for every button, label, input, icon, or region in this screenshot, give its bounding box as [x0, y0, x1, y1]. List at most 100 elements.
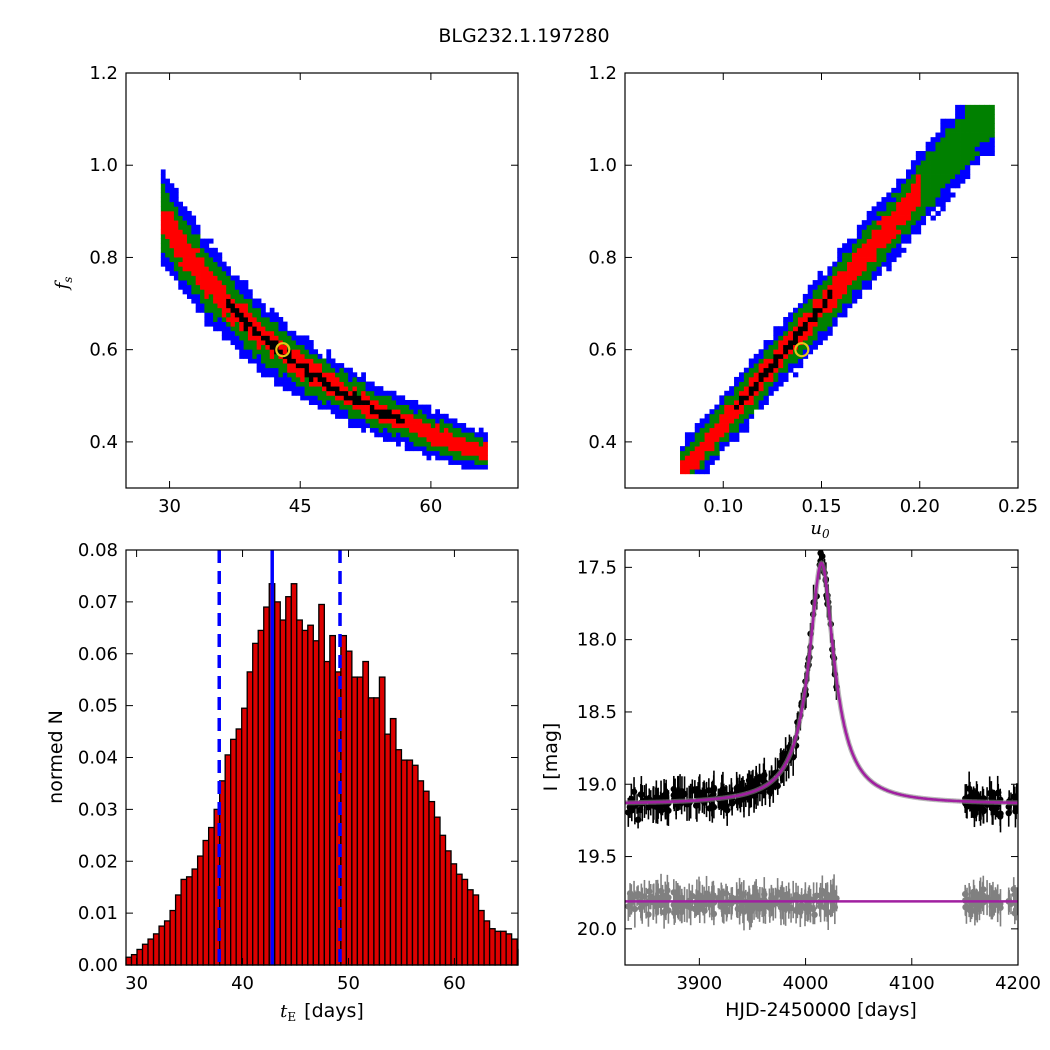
cell-1-sigma	[274, 335, 279, 341]
cell-3-sigma	[409, 441, 414, 447]
cell-3-sigma	[261, 307, 266, 313]
cell-1-sigma	[743, 399, 750, 405]
cell-3-sigma	[239, 349, 244, 355]
cell-1-sigma	[295, 367, 301, 373]
cell-2-sigma	[955, 141, 961, 147]
cell-1-sigma	[866, 247, 873, 253]
cell-3-sigma	[356, 418, 362, 424]
cell-peak	[239, 316, 244, 322]
cell-3-sigma	[291, 390, 297, 396]
cell-2-sigma	[758, 358, 764, 364]
cell-2-sigma	[304, 381, 310, 387]
cell-2-sigma	[955, 169, 961, 175]
data-point	[980, 807, 987, 815]
cell-3-sigma	[704, 418, 710, 424]
cell-2-sigma	[738, 418, 745, 424]
cell-peak	[391, 413, 397, 419]
cell-3-sigma	[217, 321, 223, 327]
cell-2-sigma	[802, 307, 809, 313]
panel-te-histogram-ytick-label: 0.07	[78, 592, 118, 613]
cell-2-sigma	[213, 270, 218, 276]
cell-1-sigma	[817, 303, 823, 309]
cell-1-sigma	[452, 441, 458, 447]
cell-1-sigma	[699, 455, 705, 461]
cell-1-sigma	[729, 418, 735, 424]
cell-1-sigma	[234, 316, 240, 322]
cell-1-sigma	[352, 404, 358, 410]
cell-3-sigma	[300, 386, 305, 392]
cell-3-sigma	[768, 386, 774, 392]
cell-2-sigma	[404, 409, 410, 415]
cell-3-sigma	[734, 432, 740, 438]
cell-2-sigma	[221, 280, 227, 286]
cell-1-sigma	[758, 381, 764, 387]
cell-3-sigma	[239, 280, 244, 286]
residual-point	[811, 911, 818, 918]
cell-2-sigma	[930, 197, 936, 203]
cell-3-sigma	[169, 270, 175, 276]
cell-3-sigma	[348, 376, 353, 382]
cell-1-sigma	[247, 316, 253, 322]
cell-1-sigma	[793, 326, 799, 332]
cell-1-sigma	[204, 266, 210, 272]
cell-2-sigma	[925, 187, 931, 193]
cell-2-sigma	[247, 344, 253, 350]
cell-1-sigma	[861, 266, 868, 272]
cell-2-sigma	[457, 455, 462, 461]
cell-3-sigma	[313, 399, 319, 405]
cell-3-sigma	[182, 280, 188, 286]
cell-1-sigma	[783, 340, 789, 346]
cell-2-sigma	[369, 395, 375, 401]
cell-3-sigma	[699, 469, 705, 475]
cell-2-sigma	[173, 215, 179, 221]
cell-3-sigma	[773, 335, 779, 341]
cell-3-sigma	[901, 247, 907, 253]
cell-1-sigma	[891, 215, 897, 221]
panel-te-fs: 30 45 600.40.60.81.01.2 fs	[52, 63, 519, 517]
cell-1-sigma	[861, 247, 868, 253]
cell-2-sigma	[339, 404, 345, 410]
cell-2-sigma	[221, 316, 227, 322]
histogram-bar	[263, 606, 270, 966]
cell-1-sigma	[704, 446, 710, 452]
cell-3-sigma	[714, 404, 720, 410]
cell-3-sigma	[282, 376, 288, 382]
cell-1-sigma	[295, 349, 301, 355]
cell-2-sigma	[925, 174, 931, 180]
cell-1-sigma	[191, 270, 197, 276]
panel-te-fs-cells	[160, 169, 488, 470]
cell-2-sigma	[969, 132, 976, 138]
cell-2-sigma	[474, 455, 480, 461]
cell-1-sigma	[881, 243, 887, 249]
cell-2-sigma	[960, 160, 966, 166]
cell-3-sigma	[470, 427, 475, 433]
panel-u0-fs-xlabel: u0	[810, 518, 830, 541]
cell-2-sigma	[925, 150, 931, 156]
cell-3-sigma	[773, 381, 779, 387]
cell-3-sigma	[217, 326, 223, 332]
cell-3-sigma	[876, 266, 882, 272]
cell-2-sigma	[265, 321, 271, 327]
cell-1-sigma	[169, 220, 175, 226]
cell-2-sigma	[348, 381, 353, 387]
cell-3-sigma	[925, 210, 931, 216]
cell-2-sigma	[308, 386, 314, 392]
cell-2-sigma	[322, 363, 327, 369]
cell-1-sigma	[837, 270, 843, 276]
cell-peak	[261, 335, 266, 341]
cell-peak	[374, 409, 380, 415]
cell-1-sigma	[837, 284, 843, 290]
cell-1-sigma	[896, 229, 902, 235]
cell-1-sigma	[866, 252, 873, 258]
cell-3-sigma	[400, 436, 406, 442]
cell-1-sigma	[871, 238, 877, 244]
cell-2-sigma	[304, 386, 310, 392]
cell-3-sigma	[743, 427, 750, 433]
panel-lightcurve-xtick-label: 4100	[889, 973, 935, 994]
cell-2-sigma	[178, 275, 184, 281]
cell-3-sigma	[435, 409, 440, 415]
cell-1-sigma	[252, 335, 258, 341]
cell-2-sigma	[876, 252, 882, 258]
cell-3-sigma	[443, 455, 449, 461]
cell-1-sigma	[165, 224, 170, 230]
